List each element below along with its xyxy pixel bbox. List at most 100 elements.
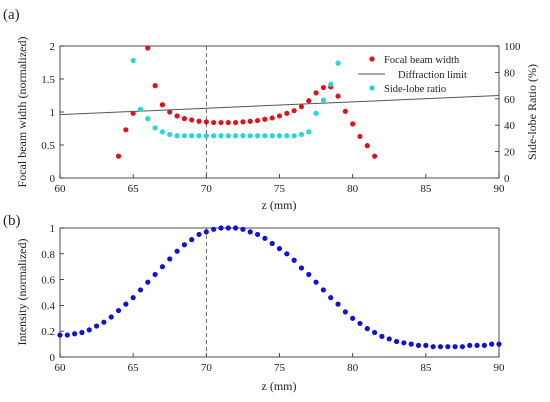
panel-b-intensity-point	[108, 314, 114, 320]
panel-b-intensity-point	[233, 225, 239, 231]
panel-a-focal-beam-width-point	[364, 143, 370, 149]
panel-a-side-lobe-ratio-point	[137, 106, 144, 112]
panel-b-intensity-point	[174, 248, 180, 254]
panel-b-intensity-point	[167, 256, 173, 262]
panel-b-intensity-point	[211, 226, 217, 232]
panel-a-focal-beam-width-point	[152, 83, 158, 89]
panel-a-focal-beam-width-point	[167, 109, 173, 115]
panel-a-focal-beam-width-point	[284, 110, 290, 116]
panel-a-side-lobe-ratio-point	[320, 97, 326, 103]
panel-a-side-lobe-ratio-point	[306, 129, 312, 135]
panel-a-x-tick-label: 90	[494, 183, 506, 195]
panel-a-focal-beam-width-point	[218, 119, 224, 126]
panel-a-side-lobe-ratio-point	[233, 133, 239, 139]
panel-a-y-axis-right-label: Side-lobe Ratio (%)	[525, 64, 539, 160]
panel-b-intensity-point	[115, 307, 122, 314]
panel-b-x-axis-label: z (mm)	[262, 379, 297, 393]
panel-b-label: (b)	[3, 213, 21, 229]
panel-a-y-right-tick-label: 100	[504, 41, 521, 53]
panel-a-focal-beam-width-point	[269, 115, 275, 121]
panel-b-intensity-point	[276, 246, 283, 252]
panel-a: (a) 60 65 70 75 80 85 9000.511.52020406080100 …	[3, 7, 539, 212]
panel-a-side-lobe-ratio-point	[189, 133, 195, 139]
panel-b-y-tick-label: 0.2	[41, 326, 55, 338]
panel-b-intensity-point	[364, 326, 370, 332]
panel-a-focal-beam-width-point	[342, 108, 348, 114]
panel-b-intensity-point	[481, 342, 487, 348]
panel-a-y-right-tick-label: 20	[504, 147, 516, 159]
panel-a-y-right-tick-label: 40	[504, 120, 516, 132]
panel-b-intensity-point	[430, 344, 436, 350]
panel-a-y-tick-label: 2	[50, 41, 56, 53]
panel-a-x-tick-label: 70	[201, 183, 213, 195]
panel-a-side-lobe-ratio-point	[335, 60, 341, 66]
panel-b-intensity-point	[298, 265, 305, 271]
panel-a-focal-beam-width-point	[306, 98, 312, 104]
panel-a-side-lobe-ratio-point	[174, 133, 180, 139]
panel-b-intensity-point	[320, 287, 326, 293]
panel-b-intensity-point	[159, 264, 166, 270]
panel-b-intensity-point	[64, 332, 70, 338]
panel-b-intensity-point	[269, 240, 275, 247]
panel-a-diffraction-limit-line	[59, 95, 500, 116]
panel-b-intensity-point	[240, 226, 246, 232]
panel-b-intensity-point	[247, 229, 253, 235]
panel-a-x-tick-label: 75	[274, 183, 286, 195]
panel-a-x-tick-label: 60	[55, 183, 67, 195]
panel-a-focal-beam-width-point	[357, 133, 363, 140]
panel-a-x-tick-label: 65	[128, 183, 140, 195]
panel-a-y-tick-label: 0.5	[41, 140, 55, 152]
panel-b-intensity-point	[342, 309, 348, 315]
panel-b-intensity-point	[459, 344, 466, 350]
legend-label-diffraction-limit: Diffraction limit	[398, 70, 467, 81]
panel-a-side-lobe-ratio-point	[254, 133, 261, 139]
panel-b-intensity-point	[467, 342, 473, 348]
panel-b-intensity-point	[379, 333, 385, 339]
panel-b-intensity-point	[218, 225, 224, 231]
panel-a-side-lobe-ratio-point	[225, 133, 231, 139]
panel-b-intensity-point	[72, 331, 78, 337]
panel-b-y-axis-label: Intensity (normalized)	[15, 239, 29, 346]
panel-b-intensity-point	[181, 242, 187, 248]
panel-a-focal-beam-width-point	[211, 119, 217, 126]
panel-a-focal-beam-width-point	[130, 110, 136, 116]
panel-b-intensity-point	[225, 225, 231, 231]
panel-a-side-lobe-ratio-point	[262, 133, 268, 139]
panel-b-intensity-point	[357, 320, 363, 327]
panel-b-y-tick-label: 0	[50, 352, 56, 364]
panel-a-focal-beam-width-point	[145, 45, 151, 51]
panel-a-side-lobe-ratio-point	[159, 129, 166, 135]
panel-b-ticks: 60 65 70 75 80 85 90 0 0.2 0.4 0.6 0.8 1	[41, 223, 505, 374]
panel-b-intensity-point	[474, 342, 480, 348]
panel-b-intensity-point	[328, 295, 334, 301]
panel-b-intensity-point	[306, 271, 312, 278]
panel-b-y-tick-label: 0.6	[41, 275, 55, 287]
panel-b-intensity-point	[196, 231, 202, 238]
panel-a-y-right-tick-label: 60	[504, 94, 516, 106]
panel-a-side-lobe-ratio-point	[145, 116, 151, 122]
panel-b-intensity-point	[489, 341, 495, 347]
panel-b-y-tick-label: 0.8	[41, 249, 55, 261]
panel-a-side-lobe-ratio-point	[247, 133, 253, 139]
panel-a-side-lobe-ratio-point	[152, 125, 158, 131]
panel-b-intensity-point	[415, 342, 422, 348]
panel-b-x-tick-label: 80	[347, 362, 359, 374]
legend-label-focal-beam-width: Focal beam width	[384, 55, 460, 66]
panel-a-focal-beam-width-point	[159, 102, 166, 108]
panel-a-side-lobe-ratio-point	[240, 133, 246, 139]
panel-b-intensity-point	[350, 315, 356, 321]
panel-b-intensity-point	[130, 295, 136, 301]
panel-a-focal-beam-width-point	[350, 121, 356, 127]
panel-a-focal-beam-width-point	[174, 113, 180, 119]
panel-b-intensity-point	[152, 271, 158, 278]
panel-a-side-lobe-ratio-point	[269, 133, 275, 139]
panel-a-side-lobe-ratio-point	[203, 133, 209, 139]
legend-label-side-lobe-ratio: Side-lobe ratio	[384, 84, 446, 95]
panel-b-intensity-point	[386, 336, 392, 342]
panel-a-focal-beam-width-point	[233, 119, 239, 126]
panel-a-focal-beam-width-point	[335, 93, 341, 99]
panel-a-focal-beam-width-point	[372, 153, 378, 159]
